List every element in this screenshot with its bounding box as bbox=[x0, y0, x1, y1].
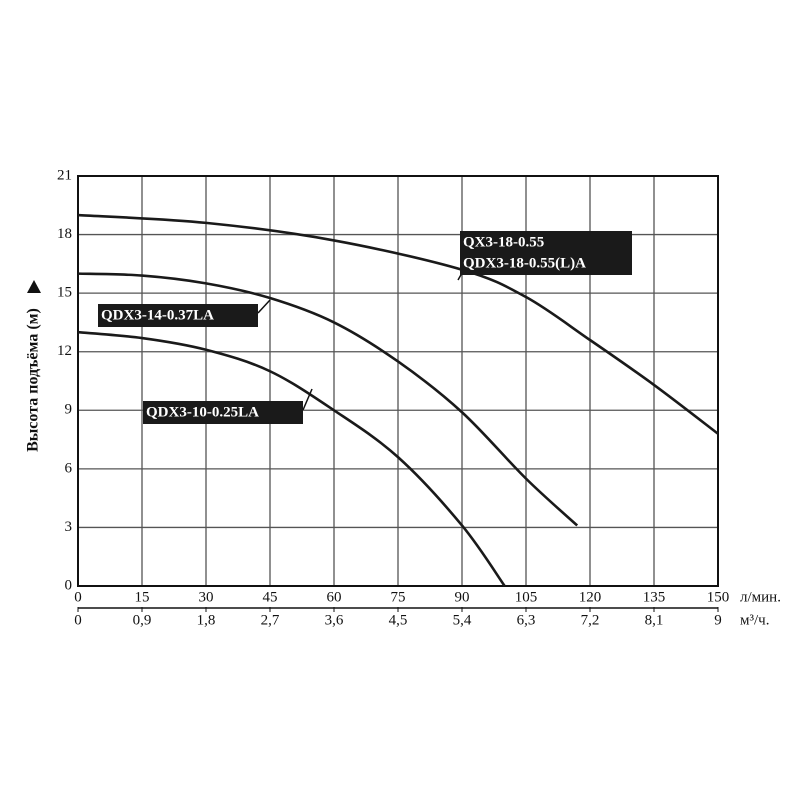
x-tick-label: 30 bbox=[199, 589, 214, 605]
x2-tick-label: 2,7 bbox=[261, 612, 280, 628]
x-tick-label: 45 bbox=[263, 589, 278, 605]
label-box bbox=[143, 401, 303, 424]
pump-curve bbox=[77, 272, 579, 527]
label-box bbox=[98, 304, 258, 327]
x-tick-label: 60 bbox=[327, 589, 342, 605]
x2-tick-label: 6,3 bbox=[517, 612, 536, 628]
y-axis-label: Высота подъёма (м) bbox=[25, 308, 42, 452]
leader-line bbox=[302, 388, 313, 411]
y-tick-label: 6 bbox=[65, 460, 73, 476]
x2-tick-label: 0,9 bbox=[133, 612, 152, 628]
y-tick-label: 15 bbox=[57, 285, 72, 301]
x-unit: л/мин. bbox=[740, 589, 781, 605]
x-tick-label: 120 bbox=[579, 589, 602, 605]
x2-tick-label: 4,5 bbox=[389, 612, 408, 628]
label-box bbox=[460, 231, 632, 275]
curve-label: QDX3-10-0.25LA bbox=[146, 404, 259, 420]
x2-tick-label: 0 bbox=[74, 612, 82, 628]
x2-tick-label: 1,8 bbox=[197, 612, 216, 628]
x-tick-label: 90 bbox=[455, 589, 470, 605]
x2-tick-label: 7,2 bbox=[581, 612, 600, 628]
x2-tick-label: 5,4 bbox=[453, 612, 472, 628]
y-tick-label: 0 bbox=[65, 577, 73, 593]
x-tick-label: 105 bbox=[515, 589, 538, 605]
curve-label: QDX3-18-0.55(L)A bbox=[463, 255, 586, 271]
curve-label: QX3-18-0.55 bbox=[463, 234, 544, 250]
x2-tick-label: 9 bbox=[714, 612, 722, 628]
x-tick-label: 75 bbox=[391, 589, 406, 605]
y-tick-label: 12 bbox=[57, 343, 72, 359]
x2-unit: м³/ч. bbox=[740, 612, 769, 628]
x-tick-label: 15 bbox=[135, 589, 150, 605]
pump-curve bbox=[77, 330, 506, 587]
y-tick-label: 21 bbox=[57, 167, 72, 183]
curve-label: QDX3-14-0.37LA bbox=[101, 307, 214, 323]
y-tick-label: 3 bbox=[65, 519, 73, 535]
leader-line bbox=[257, 299, 271, 314]
x-tick-label: 135 bbox=[643, 589, 666, 605]
y-tick-label: 9 bbox=[65, 402, 73, 418]
x-tick-label: 0 bbox=[74, 589, 82, 605]
plot-frame bbox=[77, 175, 719, 587]
x2-tick-label: 3,6 bbox=[325, 612, 344, 628]
x-tick-label: 150 bbox=[707, 589, 730, 605]
y-tick-label: 18 bbox=[57, 226, 72, 242]
axis-arrow bbox=[27, 280, 41, 293]
x2-tick-label: 8,1 bbox=[645, 612, 664, 628]
